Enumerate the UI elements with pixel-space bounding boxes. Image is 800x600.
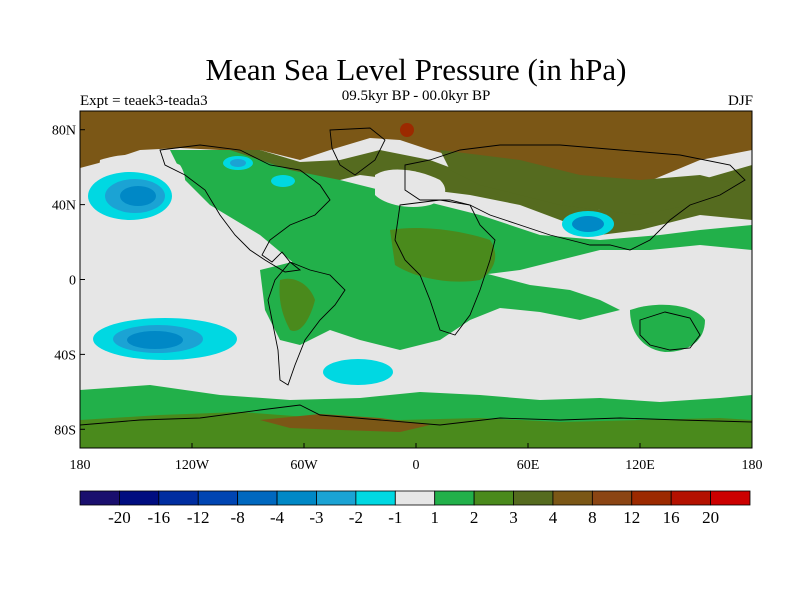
map-area	[80, 111, 752, 448]
colorbar-swatch	[276, 490, 317, 506]
colorbar-swatch	[394, 490, 436, 506]
season-label: DJF	[727, 93, 753, 109]
lat-tick-label: 80N	[52, 124, 76, 139]
contour-spacific-midblue	[127, 331, 183, 349]
lon-tick-label: 180	[70, 458, 91, 473]
coast-south-america	[267, 261, 346, 386]
contour-eurasia-olive	[440, 150, 740, 215]
lon-tick-label: 180	[742, 458, 763, 473]
lat-tick-label: 80S	[54, 423, 76, 438]
contour-samerica-olive	[279, 278, 315, 331]
chart-title: Mean Sea Level Pressure (in hPa)	[205, 52, 627, 87]
lon-tick-label: 0	[413, 458, 420, 473]
colorbar-label: 8	[588, 508, 597, 527]
colorbar-swatch	[710, 490, 751, 506]
colorbar-label: -4	[270, 508, 285, 527]
colorbar-swatch	[237, 490, 278, 506]
contour-north-green	[170, 150, 752, 285]
coast-antarctica	[80, 404, 752, 426]
coast-africa	[394, 199, 496, 336]
contour-arctic-red	[400, 123, 414, 137]
colorbar-swatch	[355, 490, 396, 506]
colorbar-label: 16	[663, 508, 680, 527]
colorbar-swatch	[79, 490, 120, 506]
coast-north-america	[159, 144, 331, 273]
colorbar-swatch	[434, 490, 475, 506]
colorbar: -20 -16 -12 -8 -4 -3 -2 -1 1 2 3 4 8 12 16 20	[79, 490, 751, 527]
lon-ticks: 180 120W 60W 0 60E 120E 180	[70, 443, 763, 473]
colorbar-label: 3	[509, 508, 518, 527]
chart-subtitle: 09.5kyr BP - 00.0kyr BP	[341, 88, 491, 104]
colorbar-swatch	[631, 490, 672, 506]
contour-africa-olive	[390, 228, 496, 282]
contour-npacific-midblue	[120, 186, 156, 206]
lon-tick-label: 60W	[290, 458, 318, 473]
contour-australia-green	[630, 304, 705, 352]
coastlines	[80, 127, 752, 426]
lat-tick-label: 40N	[52, 199, 76, 214]
colorbar-swatch	[473, 490, 514, 506]
experiment-label: Expt = teaek3-teada3	[80, 93, 208, 109]
contour-tibet-blue	[572, 216, 604, 232]
colorbar-label: -3	[309, 508, 323, 527]
contour-antarctic-olive	[80, 412, 752, 448]
contour-hudson-cyan	[271, 175, 295, 187]
contour-atlantic-gray	[375, 169, 446, 207]
colorbar-swatch	[197, 490, 239, 506]
coast-australia	[639, 311, 701, 351]
colorbar-swatch	[591, 490, 633, 506]
colorbar-label: 4	[549, 508, 558, 527]
colorbar-label: 1	[430, 508, 439, 527]
colorbar-swatch	[316, 490, 357, 506]
colorbar-label: 12	[623, 508, 640, 527]
colorbar-label: -20	[108, 508, 131, 527]
colorbar-label: -12	[187, 508, 210, 527]
contour-antarctic-brown	[260, 414, 430, 432]
contour-arctic-olive	[200, 150, 752, 235]
colorbar-label: 2	[470, 508, 479, 527]
colorbar-label: -1	[388, 508, 402, 527]
colorbar-label: -16	[147, 508, 170, 527]
colorbar-swatch	[552, 490, 593, 506]
contour-labrador-blue	[230, 159, 246, 167]
lat-tick-label: 0	[69, 274, 76, 289]
colorbar-swatch	[670, 490, 711, 506]
colorbar-swatch	[513, 490, 554, 506]
colorbar-label: -2	[349, 508, 363, 527]
colorbar-swatch	[119, 490, 160, 506]
lon-tick-label: 60E	[517, 458, 540, 473]
coast-greenland	[329, 127, 386, 176]
contour-tropics-green	[260, 258, 620, 350]
contour-satlantic-cyan	[323, 359, 393, 385]
lon-tick-label: 120E	[625, 458, 655, 473]
lon-tick-label: 120W	[175, 458, 210, 473]
colorbar-label: 20	[702, 508, 719, 527]
lat-tick-label: 40S	[54, 348, 76, 363]
lat-ticks: 80N 40N 0 40S 80S	[52, 124, 85, 438]
colorbar-swatch	[158, 490, 199, 506]
colorbar-label: -8	[231, 508, 245, 527]
